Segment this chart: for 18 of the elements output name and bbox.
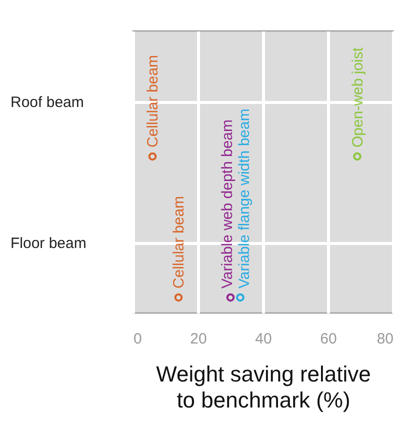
text: Open-web joist xyxy=(349,46,366,148)
point xyxy=(174,293,183,302)
point xyxy=(353,152,362,161)
text: Cellular beam xyxy=(144,54,162,148)
text: Cellular beam xyxy=(170,196,188,288)
x-tick-label: 0 xyxy=(134,330,142,348)
y-tick-label: Floor beam xyxy=(10,235,86,252)
point xyxy=(236,293,244,302)
x-tick-label: 20 xyxy=(190,330,207,348)
text: Variable web depth beam xyxy=(218,119,236,288)
text: Variable flange width beam xyxy=(236,108,253,288)
point xyxy=(148,152,157,161)
x-axis-title: Weight saving relative to benchmark (%) xyxy=(156,362,371,412)
point xyxy=(226,293,235,302)
x-tick-label: 60 xyxy=(320,330,337,348)
x-tick-label: 80 xyxy=(376,330,394,348)
y-tick-label: Roof beam xyxy=(10,94,84,111)
x-tick-label: 40 xyxy=(255,330,272,348)
